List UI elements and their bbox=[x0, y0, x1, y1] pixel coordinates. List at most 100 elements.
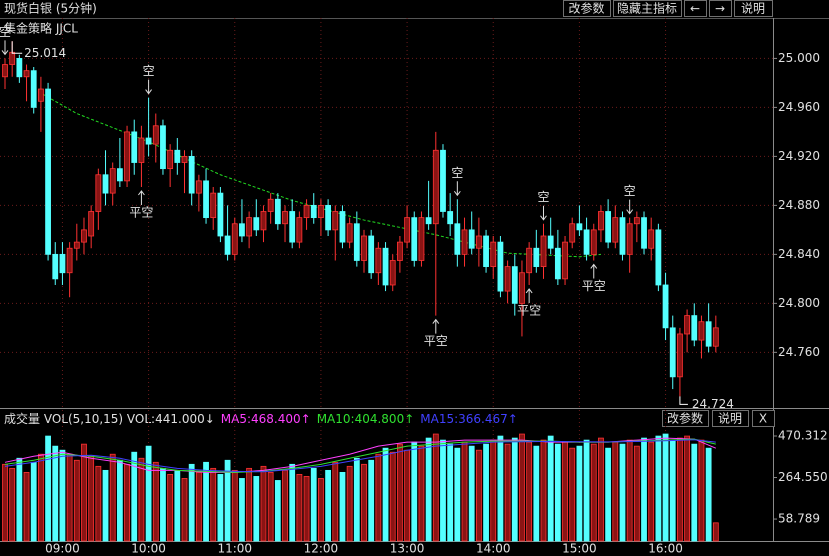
volume-bar bbox=[124, 463, 130, 542]
signal-label: 平空 bbox=[129, 206, 153, 220]
volume-bar bbox=[633, 445, 640, 542]
signal-arrow bbox=[1, 40, 9, 56]
candle-body bbox=[81, 229, 87, 243]
x-tick-label: 10:00 bbox=[131, 542, 166, 556]
volume-bar bbox=[526, 441, 533, 542]
candle-body bbox=[447, 211, 454, 225]
y-tick-label: 58.789 bbox=[778, 512, 820, 526]
candle-body bbox=[662, 284, 669, 329]
volume-bar bbox=[590, 443, 597, 542]
candle-body bbox=[655, 229, 662, 286]
candle-body bbox=[231, 223, 238, 255]
volume-bar bbox=[81, 443, 87, 542]
y-tick-label: 24.920 bbox=[778, 149, 820, 163]
signal-label: 空 bbox=[537, 190, 549, 204]
candle-body bbox=[239, 223, 245, 237]
button[interactable]: 改参数 bbox=[662, 410, 709, 427]
volume-title: 成交量 VOL(5,10,15) VOL:441.000↓ MA5:468.400… bbox=[4, 411, 518, 426]
volume-bar bbox=[533, 445, 540, 542]
volume-bar bbox=[52, 445, 59, 542]
volume-bar bbox=[318, 478, 324, 542]
x-tick-label: 15:00 bbox=[562, 542, 597, 556]
y-tick-label: 24.800 bbox=[778, 296, 820, 310]
volume-bar bbox=[461, 441, 468, 542]
candle-body bbox=[705, 321, 712, 347]
candle-body bbox=[497, 241, 504, 292]
volume-bar bbox=[662, 433, 669, 542]
candle-body bbox=[490, 241, 497, 268]
volume-bar bbox=[418, 445, 425, 542]
annotation-leader bbox=[679, 396, 688, 405]
candle-body bbox=[641, 217, 647, 249]
candle-body bbox=[440, 149, 446, 212]
candle-body bbox=[296, 217, 303, 243]
candle-body bbox=[389, 260, 396, 286]
candle-body bbox=[691, 315, 698, 341]
volume-bar bbox=[289, 463, 296, 542]
candle-body bbox=[131, 131, 138, 163]
candle-body bbox=[605, 211, 612, 243]
volume-bar bbox=[231, 469, 238, 542]
y-tick-label: 24.960 bbox=[778, 100, 820, 114]
volume-bar bbox=[641, 437, 647, 542]
volume-bar bbox=[361, 463, 367, 542]
volume-bar bbox=[253, 476, 260, 542]
volume-bar bbox=[274, 480, 281, 542]
volume-bar bbox=[160, 467, 166, 542]
candle-body bbox=[282, 211, 288, 225]
volume-bar bbox=[382, 447, 389, 542]
volume-bar bbox=[554, 443, 561, 542]
volume-bar bbox=[267, 471, 274, 542]
candle-body bbox=[188, 155, 195, 194]
candle-body bbox=[195, 180, 202, 194]
button[interactable]: X bbox=[752, 410, 775, 427]
volume-bar bbox=[425, 437, 432, 542]
candle-body bbox=[116, 168, 123, 182]
volume-bar bbox=[454, 447, 461, 542]
volume-bar bbox=[677, 437, 683, 542]
candle-body bbox=[318, 204, 324, 219]
volume-bar bbox=[375, 453, 382, 542]
volume-bar bbox=[468, 445, 475, 542]
candle-body bbox=[160, 125, 166, 170]
button-label: 隐藏主指标 bbox=[617, 1, 677, 16]
y-tick-label: 25.000 bbox=[778, 51, 820, 65]
candle-body bbox=[619, 217, 626, 255]
volume-bar bbox=[95, 465, 102, 542]
volume-bar bbox=[483, 443, 489, 542]
button-label: 改参数 bbox=[568, 1, 604, 16]
volume-bar bbox=[195, 471, 202, 542]
candle-body bbox=[339, 211, 346, 243]
volume-bar bbox=[210, 467, 217, 542]
candle-body bbox=[590, 229, 597, 255]
volume-bar bbox=[389, 451, 396, 542]
candle-body bbox=[353, 223, 360, 261]
volume-bar bbox=[102, 469, 109, 542]
volume-bar bbox=[73, 459, 80, 542]
button[interactable]: ← bbox=[684, 0, 707, 17]
volume-bar bbox=[224, 459, 231, 542]
volume-bar bbox=[619, 443, 626, 542]
candle-body bbox=[217, 192, 224, 237]
button[interactable]: 说明 bbox=[712, 410, 749, 427]
button[interactable]: → bbox=[709, 0, 732, 17]
volume-bar bbox=[598, 437, 604, 542]
volume-bar bbox=[691, 443, 698, 542]
candle-body bbox=[102, 174, 109, 194]
signal-arrow bbox=[145, 79, 152, 95]
signal-arrow bbox=[626, 199, 634, 215]
button[interactable]: 改参数 bbox=[563, 0, 611, 17]
signal-label: 空 bbox=[451, 166, 463, 180]
button[interactable]: 说明 bbox=[734, 0, 773, 17]
volume-bar bbox=[648, 441, 655, 542]
x-tick-label: 13:00 bbox=[390, 542, 425, 556]
candle-body bbox=[303, 204, 310, 219]
x-tick-label: 11:00 bbox=[217, 542, 252, 556]
volume-bar bbox=[547, 435, 554, 542]
button[interactable]: 隐藏主指标 bbox=[613, 0, 682, 17]
candle-body bbox=[368, 235, 375, 274]
candle-body bbox=[396, 241, 403, 261]
button-label: → bbox=[715, 2, 725, 16]
